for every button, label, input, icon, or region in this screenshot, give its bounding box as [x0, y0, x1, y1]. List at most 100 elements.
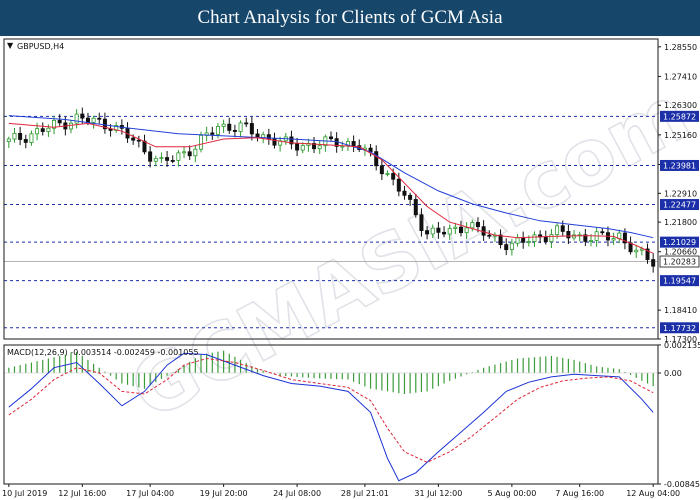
candle-body: [413, 199, 418, 216]
y-tick-label: 1.26300: [664, 101, 697, 110]
candle-body: [385, 173, 390, 175]
candle-body: [549, 234, 554, 243]
current-price-badge: [659, 255, 700, 268]
candle-body: [142, 140, 147, 153]
candle-body: [555, 225, 560, 235]
candle-body: [391, 173, 396, 180]
candle-body: [419, 214, 424, 231]
candle-body: [498, 234, 503, 246]
candle-body: [526, 241, 531, 243]
candle-body: [244, 122, 249, 125]
fast-moving-average-line: [8, 122, 654, 254]
candle-body: [29, 133, 34, 143]
y-tick-label: 1.22910: [664, 189, 697, 198]
candle-body: [221, 123, 226, 127]
candle-body: [182, 151, 187, 154]
level-badge-label: 1.21029: [663, 238, 696, 247]
candle-body: [148, 151, 153, 162]
candle-body: [69, 122, 74, 130]
level-badge: [660, 322, 699, 334]
level-badge: [660, 110, 699, 122]
candle-body: [509, 242, 514, 251]
panel-frames: [3, 38, 659, 485]
candle-body: [560, 225, 565, 232]
candle-body: [317, 145, 322, 150]
candle-body: [136, 139, 141, 142]
level-badge-label: 1.19547: [663, 277, 696, 286]
x-tick-label: 12 Aug 04:00: [626, 489, 680, 498]
candle-body: [651, 259, 656, 267]
macd-y-tick-label: -0.00845: [664, 480, 700, 489]
candle-body: [97, 117, 102, 120]
candle-body: [532, 234, 537, 242]
symbol-dropdown-icon[interactable]: ▼: [7, 41, 14, 50]
candle-body: [566, 231, 571, 239]
candle-body: [312, 143, 317, 150]
candle-body: [165, 157, 170, 161]
watermark-text: GCMASIA.com: [117, 69, 700, 438]
candle-body: [458, 226, 463, 234]
price-panel: [4, 107, 658, 329]
candle-body: [153, 158, 158, 162]
chart-canvas: GCMASIA.com 1.28550 1.27410 1.26300 1.25160…: [2, 38, 700, 498]
symbol-label: GBPUSD,H4: [17, 42, 64, 51]
candle-body: [589, 240, 594, 242]
macd-panel: [4, 350, 658, 482]
level-badge: [660, 236, 699, 248]
candle-body: [272, 138, 277, 146]
level-badge-label: 1.17732: [663, 324, 696, 333]
candle-body: [210, 132, 215, 135]
candle-body: [176, 152, 181, 161]
candle-body: [80, 113, 85, 119]
x-tick-label: 7 Aug 16:00: [555, 489, 604, 498]
candle-body: [328, 136, 333, 140]
candle-body: [187, 151, 192, 157]
candle-body: [481, 226, 486, 236]
candle-body: [23, 139, 28, 143]
candle-body: [504, 244, 509, 251]
macd-y-tick-label: 0.00: [664, 369, 682, 378]
watermark: GCMASIA.com: [116, 68, 700, 439]
candle-body: [634, 249, 639, 253]
candle-body: [374, 151, 379, 167]
candle-body: [379, 165, 384, 175]
level-badge-label: 1.23981: [663, 161, 696, 170]
candle-body: [300, 145, 305, 151]
axes: 1.285501.274101.263001.251601.240201.229…: [2, 43, 700, 498]
macd-label: MACD(12,26,9) -0.003514 -0.002459 -0.001…: [7, 348, 199, 357]
level-badge: [660, 199, 699, 211]
candle-body: [114, 125, 119, 131]
candle-body: [572, 234, 577, 239]
candle-body: [295, 143, 300, 151]
candle-body: [227, 123, 232, 131]
chart-title-bar: Chart Analysis for Clients of GCM Asia: [0, 0, 700, 36]
y-tick-label: 1.17300: [664, 335, 697, 344]
candle-body: [475, 222, 480, 228]
candle-body: [102, 118, 107, 130]
candle-body: [18, 132, 23, 140]
candle-body: [6, 138, 11, 142]
x-tick-label: 17 Jul 04:00: [126, 489, 174, 498]
y-tick-label: 1.20660: [664, 248, 697, 257]
candle-body: [351, 141, 356, 147]
y-tick-label: 1.25160: [664, 131, 697, 140]
candle-body: [91, 117, 96, 123]
candle-body: [521, 237, 526, 243]
x-tick-label: 12 Jul 16:00: [58, 489, 106, 498]
y-tick-label: 1.27410: [664, 72, 697, 81]
candle-body: [368, 147, 373, 153]
candle-body: [193, 148, 198, 157]
candle-body: [396, 178, 401, 192]
candle-body: [232, 129, 237, 132]
candle-body: [52, 120, 57, 129]
x-tick-label: 28 Jul 21:01: [341, 489, 389, 498]
candle-body: [46, 127, 51, 132]
candle-body: [159, 157, 164, 159]
candle-body: [487, 234, 492, 237]
candle-body: [470, 222, 475, 229]
x-tick-label: 31 Jul 12:00: [414, 489, 462, 498]
candle-body: [215, 126, 220, 135]
candle-body: [289, 136, 294, 145]
level-badge-label: 1.25872: [663, 112, 696, 121]
y-tick-label: 1.18410: [664, 306, 697, 315]
